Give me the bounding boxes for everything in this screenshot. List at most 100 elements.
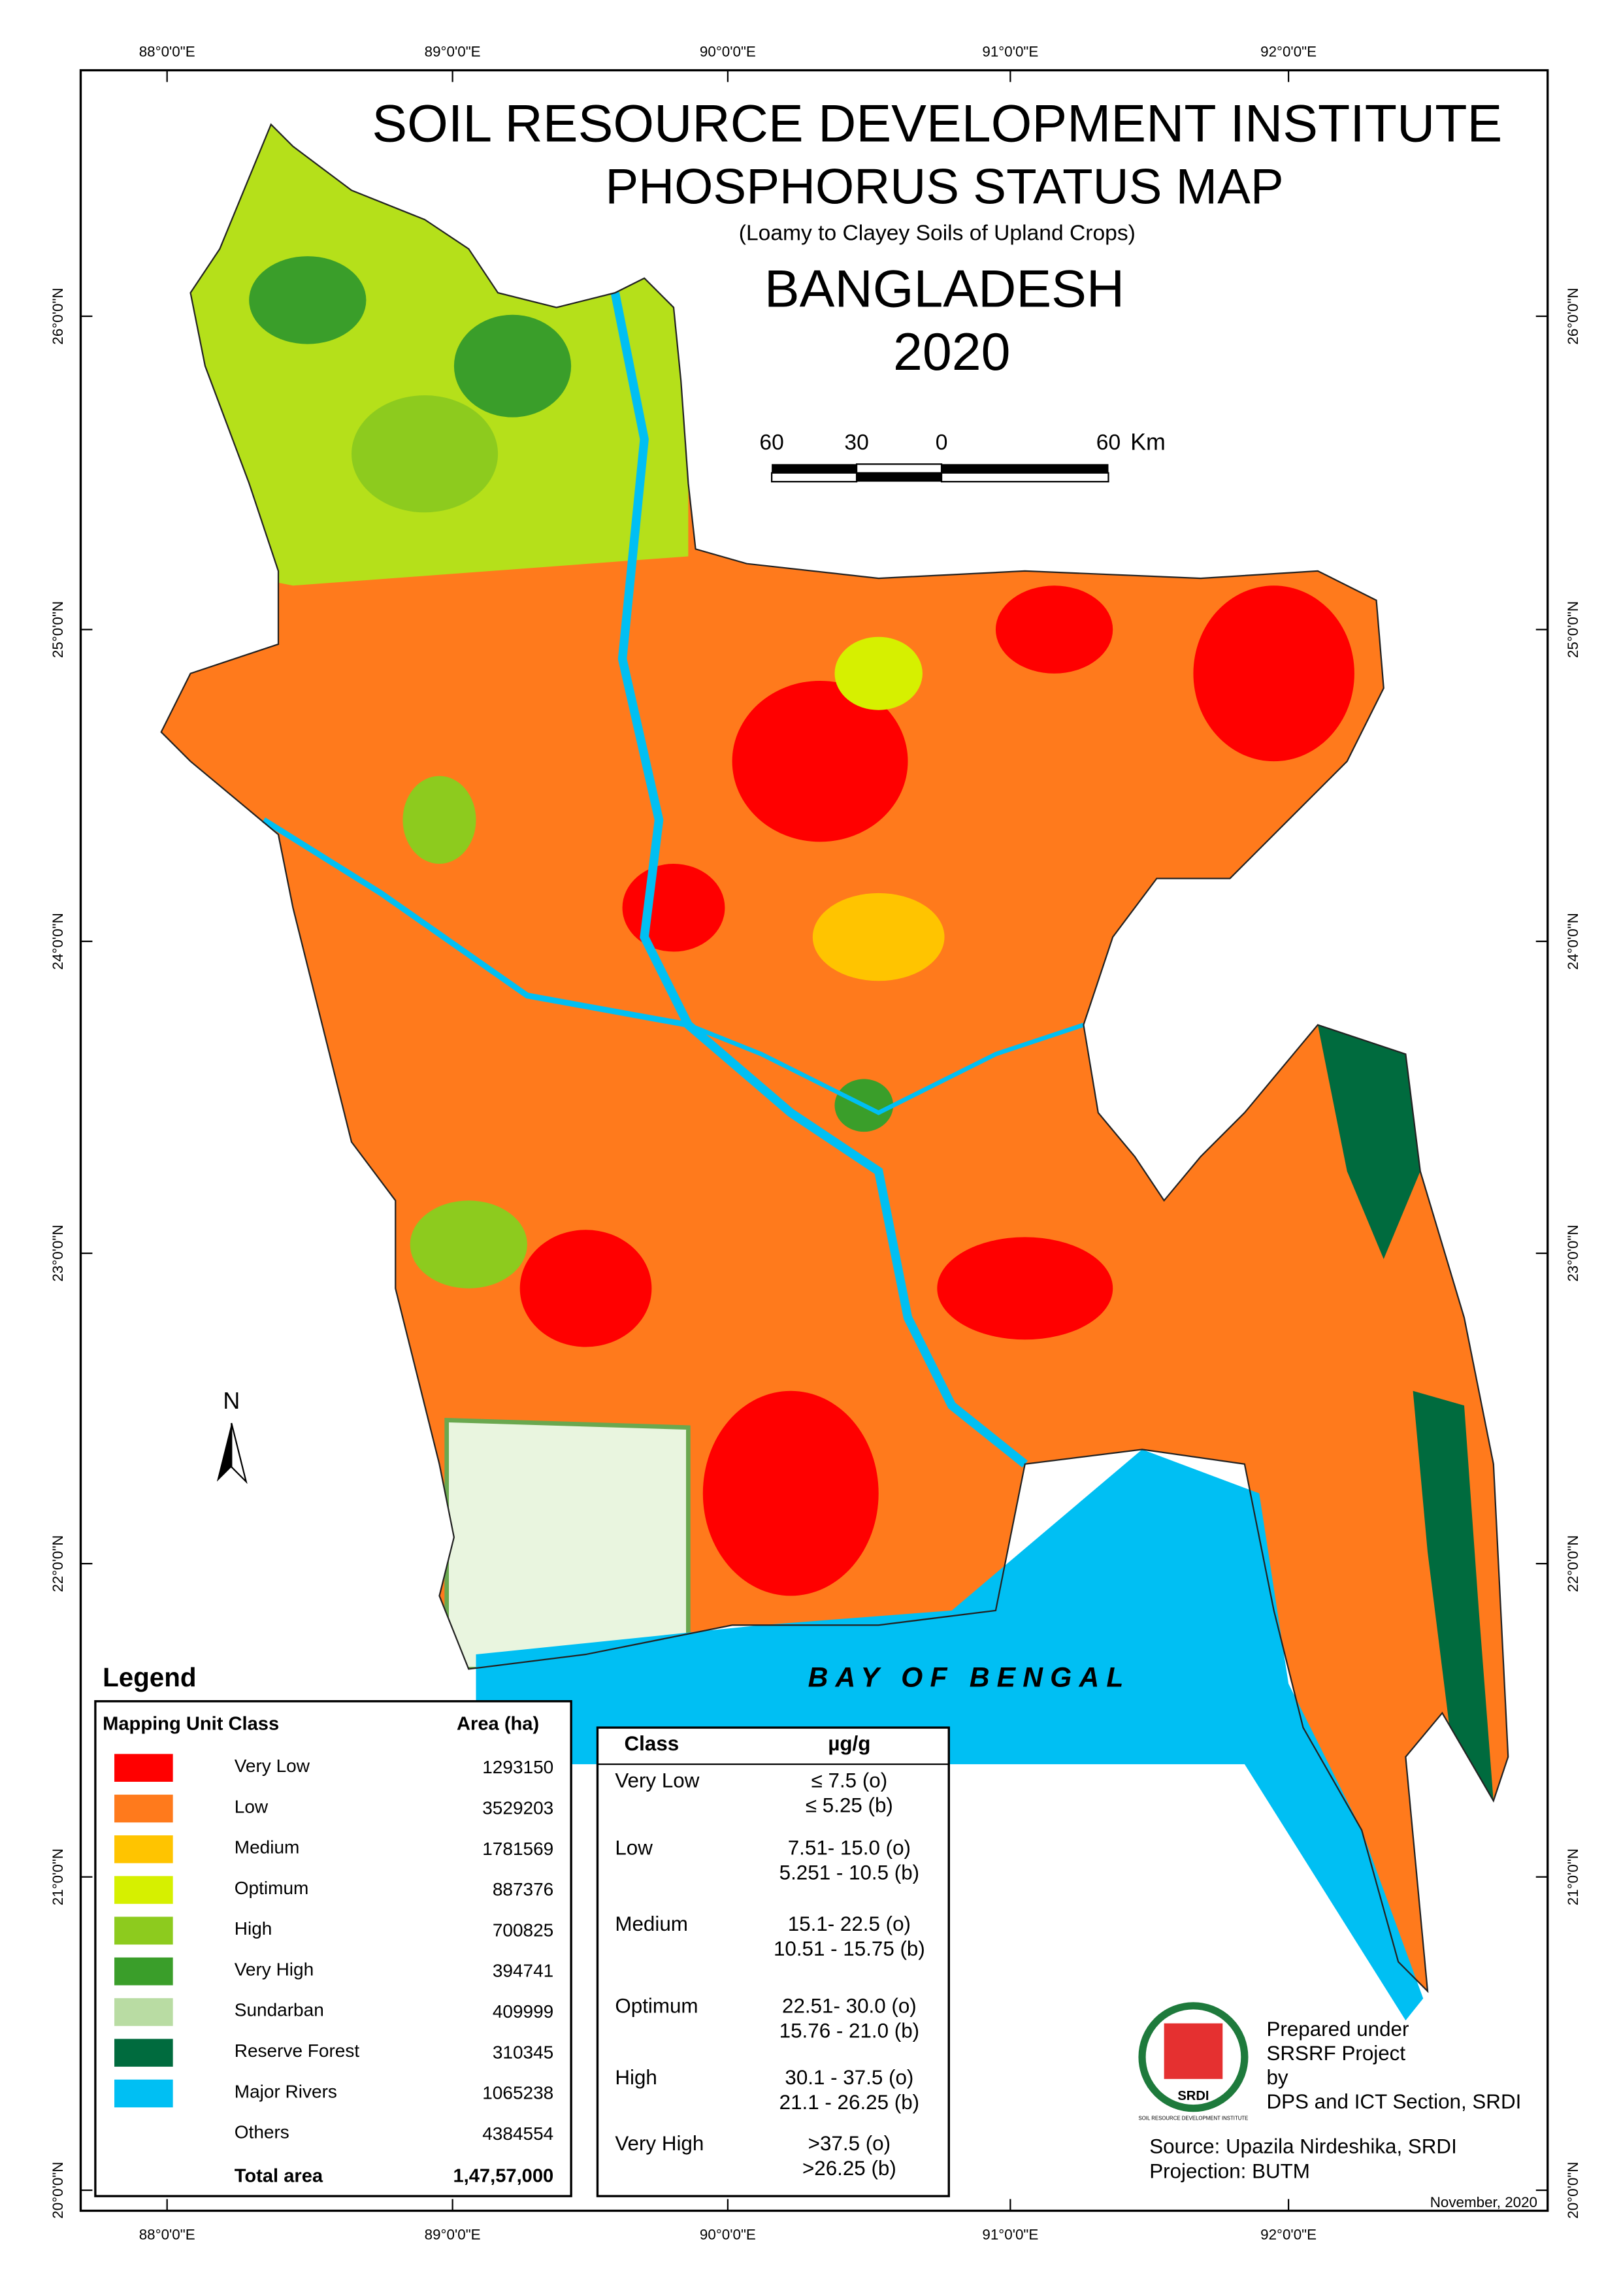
latitude-label: 25°0'0"N — [50, 601, 66, 658]
zone — [453, 314, 572, 418]
zone — [732, 680, 908, 842]
legend-class: Very High — [235, 1959, 314, 1979]
latitude-label: 26°0'0"N — [50, 287, 66, 344]
longitude-label: 91°0'0"E — [982, 44, 1038, 60]
legend-class: Medium — [235, 1837, 300, 1858]
credit-line: DPS and ICT Section, SRDI — [1266, 2090, 1521, 2113]
credits: SRDI SOIL RESOURCE DEVELOPMENT INSTITUTE… — [1138, 2002, 1537, 2210]
institute-title: SOIL RESOURCE DEVELOPMENT INSTITUTE — [372, 94, 1502, 153]
north-arrow: N — [216, 1388, 248, 1484]
legend-swatch — [114, 1998, 173, 2026]
map-frame — [79, 69, 1549, 2212]
scale-segment — [772, 464, 857, 473]
source: Source: Upazila Nirdeshika, SRDI — [1149, 2135, 1457, 2157]
zone — [402, 776, 476, 864]
legend-class: Sundarban — [235, 2000, 324, 2020]
scale-bar — [771, 463, 1109, 483]
scale-label: 60 — [1096, 431, 1121, 455]
sundarban — [444, 1418, 691, 1671]
scale-unit: Km — [1130, 429, 1166, 455]
longitude-label: 89°0'0"E — [425, 44, 481, 60]
legend-area: 310345 — [493, 2042, 553, 2062]
legend-class: Very Low — [235, 1756, 310, 1776]
zone — [410, 1200, 527, 1288]
longitude-label: 89°0'0"E — [425, 2227, 481, 2243]
legend-class: Reserve Forest — [235, 2041, 360, 2061]
map-title: PHOSPHORUS STATUS MAP — [605, 159, 1283, 214]
class-name: Low — [615, 1836, 653, 1859]
class-header: µg/g — [828, 1732, 870, 1755]
scale-label: 60 — [759, 431, 783, 455]
class-range: >26.25 (b) — [802, 2157, 896, 2180]
legend-swatch — [114, 1916, 173, 1945]
scale-label: 30 — [844, 431, 868, 455]
legend-area: 1293150 — [482, 1757, 553, 1777]
legend-swatch — [114, 1794, 173, 1823]
zone — [834, 636, 923, 710]
legend-swatch — [114, 2039, 173, 2067]
zone — [1193, 585, 1354, 762]
class-range: >37.5 (o) — [808, 2132, 891, 2155]
legend-swatch — [114, 1835, 173, 1863]
subtitle: (Loamy to Clayey Soils of Upland Crops) — [739, 221, 1136, 245]
date: November, 2020 — [1430, 2194, 1537, 2210]
latitude-label: 20°0'0"N — [50, 2162, 66, 2219]
credit-line: by — [1266, 2066, 1288, 2089]
zone — [937, 1237, 1113, 1340]
legend-area: 394741 — [493, 1961, 553, 1981]
class-range: 30.1 - 37.5 (o) — [785, 2066, 913, 2089]
legend-area: 3529203 — [482, 1797, 553, 1818]
scale-segment — [940, 472, 1109, 483]
legend-title: Legend — [103, 1662, 196, 1692]
latitude-label: 23°0'0"N — [50, 1224, 66, 1281]
class-name: Very High — [615, 2132, 704, 2155]
legend-box — [94, 1700, 572, 2197]
legend-class: Low — [235, 1796, 269, 1816]
scale-segment — [857, 472, 942, 482]
legend-class: Optimum — [235, 1878, 309, 1898]
legend-swatch — [114, 2079, 173, 2108]
scale-segment — [771, 472, 858, 483]
scale-label: 0 — [936, 431, 948, 455]
latitude-label: 24°0'0"N — [1565, 913, 1581, 970]
zone — [812, 893, 945, 981]
class-range: 10.51 - 15.75 (b) — [774, 1937, 925, 1960]
scale-segment — [855, 463, 943, 474]
legend-total: 1,47,57,000 — [453, 2166, 553, 2187]
legend-area: 700825 — [493, 1920, 553, 1940]
latitude-label: 25°0'0"N — [1565, 601, 1581, 658]
legend-area: 4384554 — [482, 2124, 553, 2144]
legend-class: High — [235, 1918, 272, 1939]
longitude-label: 90°0'0"E — [700, 2227, 756, 2243]
credit-line: SRSRF Project — [1266, 2042, 1405, 2065]
legend-class: Major Rivers — [235, 2081, 337, 2101]
latitude-label: 22°0'0"N — [50, 1535, 66, 1592]
zone — [995, 585, 1113, 674]
legend-area: 1065238 — [482, 2083, 553, 2103]
zone — [249, 256, 367, 344]
legend-area: 887376 — [493, 1879, 553, 1899]
logo-emblem — [1164, 2023, 1223, 2079]
legend-header: Mapping Unit Class — [103, 1713, 279, 1734]
legend-header: Area (ha) — [457, 1713, 539, 1734]
class-range: ≤ 7.5 (o) — [811, 1769, 888, 1792]
longitude-label: 88°0'0"E — [139, 2227, 195, 2243]
legend-swatch — [114, 1957, 173, 1986]
class-name: High — [615, 2066, 657, 2089]
scale-segment — [941, 464, 1109, 473]
legend-swatch — [114, 1754, 173, 1782]
longitude-label: 90°0'0"E — [700, 44, 756, 60]
zone — [352, 395, 499, 513]
legend-area: 1781569 — [482, 1839, 553, 1859]
zone — [702, 1390, 879, 1596]
reserve-forest — [1317, 1025, 1420, 1260]
class-name: Optimum — [615, 1994, 698, 2017]
logo-caption: SOIL RESOURCE DEVELOPMENT INSTITUTE — [1139, 2115, 1249, 2121]
longitude-label: 92°0'0"E — [1260, 44, 1317, 60]
logo-text: SRDI — [1177, 2089, 1209, 2103]
class-range: 5.251 - 10.5 (b) — [779, 1861, 919, 1884]
latitude-label: 21°0'0"N — [1565, 1848, 1581, 1905]
titles: SOIL RESOURCE DEVELOPMENT INSTITUTE PHOS… — [372, 94, 1502, 382]
longitude-label: 88°0'0"E — [139, 44, 195, 60]
